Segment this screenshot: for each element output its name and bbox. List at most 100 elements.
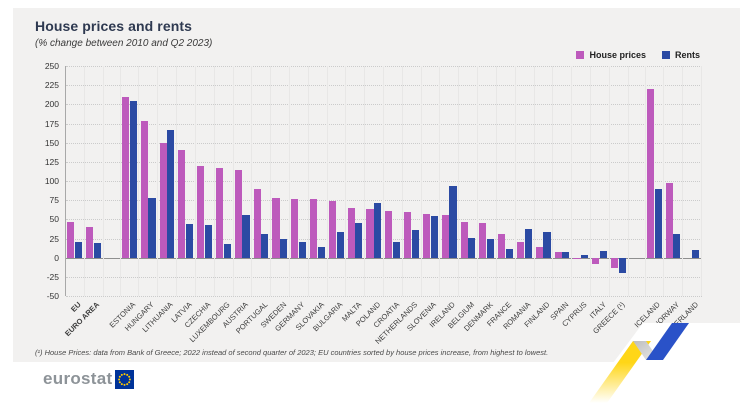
house-prices-bar-netherlands[interactable] [404,211,412,258]
y-axis: 250 225 200 175 150 125 100 75 50 25 0 -25 -50 [35,61,61,301]
y-tick-label: 125 [44,156,59,167]
house-prices-bar-euro-area[interactable] [86,227,94,258]
rents-bar-latvia[interactable] [186,223,194,258]
rents-bar-belgium[interactable] [468,237,476,258]
rents-bar-ireland[interactable] [449,185,457,258]
rents-bar-bulgaria[interactable] [336,232,344,258]
rents-bar-netherlands[interactable] [411,230,419,258]
rents-bar-lithuania[interactable] [167,130,175,258]
rents-bar-portugal[interactable] [261,233,269,258]
rents-bar-slovakia[interactable] [317,246,325,258]
rents-bar-hungary[interactable] [148,197,156,258]
gridline [66,296,702,297]
rents-bar-romania[interactable] [524,229,532,258]
rents-bar-switzerland[interactable] [692,250,700,258]
bar-group-croatia: CROATIA [371,66,403,330]
bar-group-czechia: CZECHIA [183,66,215,330]
legend-label-rents: Rents [674,50,700,60]
house-prices-bar-greece[interactable] [611,257,619,269]
house-prices-bar-slovenia[interactable] [422,213,431,258]
house-prices-bar-estonia[interactable] [121,97,130,258]
bar-group-portugal: PORTUGAL [234,66,272,335]
house-prices-bar-eu[interactable] [67,222,75,258]
chart-title: House prices and rents [35,18,193,34]
house-prices-bar-austria[interactable] [234,170,242,258]
house-prices-bar-malta[interactable] [347,207,355,258]
y-tick-label: 25 [49,233,59,244]
rents-bar-slovenia[interactable] [430,215,438,258]
house-prices-bar-portugal[interactable] [253,189,261,258]
bar-group-sweden: SWEDEN [258,66,290,330]
rents-bar-sweden[interactable] [280,239,288,258]
house-prices-bar-croatia[interactable] [385,210,393,258]
bar-group-finland: FINLAND [522,66,554,329]
bar-group-luxembourg: LUXEMBOURG [187,66,234,344]
house-prices-bar-lithuania[interactable] [159,142,167,258]
rents-bar-poland[interactable] [374,203,382,258]
y-tick-label: -50 [46,291,59,301]
rents-bar-finland[interactable] [543,232,551,258]
footnote: (¹) House Prices: data from Bank of Gree… [35,348,549,357]
house-prices-bar-denmark[interactable] [479,223,487,258]
rents-bar-austria[interactable] [242,214,250,258]
house-prices-bar-france[interactable] [498,233,506,258]
bar-group-estonia: ESTONIA [108,66,140,330]
bar-group-switzerland: SWITZERLAND [656,66,703,344]
rents-bar-czechia[interactable] [204,224,212,258]
bar-group-lithuania: LITHUANIA [141,66,178,334]
legend-label-house-prices: House prices [589,50,646,60]
house-prices-bar-latvia[interactable] [178,149,186,258]
house-prices-bar-ireland[interactable] [441,214,449,258]
bar-group-greece: GREECE (¹) [591,66,629,336]
y-tick-label: 200 [44,99,59,110]
house-prices-bar-czechia[interactable] [197,166,205,258]
eurostat-logo[interactable]: eurostat [43,369,135,389]
y-tick-label: 150 [44,137,59,148]
bar-group-germany: GERMANY [273,66,309,333]
house-prices-bar-belgium[interactable] [460,222,468,258]
house-prices-bar-italy[interactable] [592,257,600,264]
rents-bar-spain[interactable] [562,252,570,258]
house-prices-bar-finland[interactable] [535,246,543,258]
bar-group-france: FRANCE [485,66,516,328]
house-prices-bar-iceland[interactable] [646,89,654,258]
rents-bar-estonia[interactable] [129,100,137,258]
house-prices-bar-slovakia[interactable] [310,199,318,258]
rents-bar-norway[interactable] [673,233,681,258]
legend: House prices Rents [576,50,700,60]
house-prices-bar-norway[interactable] [665,183,673,258]
rents-bar-greece[interactable] [618,257,626,273]
bar-group-slovenia: SLOVENIA [405,66,441,333]
rents-bar-cyprus[interactable] [581,254,589,258]
house-prices-bar-germany[interactable] [291,198,299,258]
bar-group-netherlands: NETHERLANDS [374,66,422,346]
house-prices-bar-sweden[interactable] [272,197,280,258]
rents-bar-luxembourg[interactable] [223,243,231,258]
y-tick-label: 0 [54,252,59,263]
rents-bar-france[interactable] [505,249,513,258]
house-prices-bar-bulgaria[interactable] [328,200,336,258]
rents-bar-croatia[interactable] [392,241,401,258]
rents-bar-eu[interactable] [74,241,83,258]
y-tick-label: 250 [44,61,59,71]
rents-bar-germany[interactable] [298,242,306,258]
house-prices-bar-spain[interactable] [554,251,562,258]
house-prices-bar-luxembourg[interactable] [215,167,224,258]
rents-bar-italy[interactable] [599,250,607,258]
house-prices-swatch [576,51,585,59]
house-prices-bar-poland[interactable] [366,208,374,258]
y-tick-label: 50 [49,214,59,225]
plot-area: EU EURO AREA ESTONIA HUNGARY LITHUANIA LATVIA… [64,66,703,346]
bar-group-iceland: ICELAND [633,66,665,329]
rents-bar-iceland[interactable] [654,189,662,258]
rents-bar-denmark[interactable] [487,238,495,258]
legend-item-rents[interactable]: Rents [661,50,700,60]
house-prices-bar-hungary[interactable] [140,121,148,258]
house-prices-bar-romania[interactable] [516,241,525,258]
y-tick-label: 225 [44,80,59,91]
rents-bar-euro-area[interactable] [93,243,101,258]
bar-group-spain: SPAIN [548,66,573,322]
house-prices-bar-cyprus[interactable] [573,257,581,260]
legend-item-house-prices[interactable]: House prices [576,50,646,60]
rents-bar-malta[interactable] [355,223,363,258]
